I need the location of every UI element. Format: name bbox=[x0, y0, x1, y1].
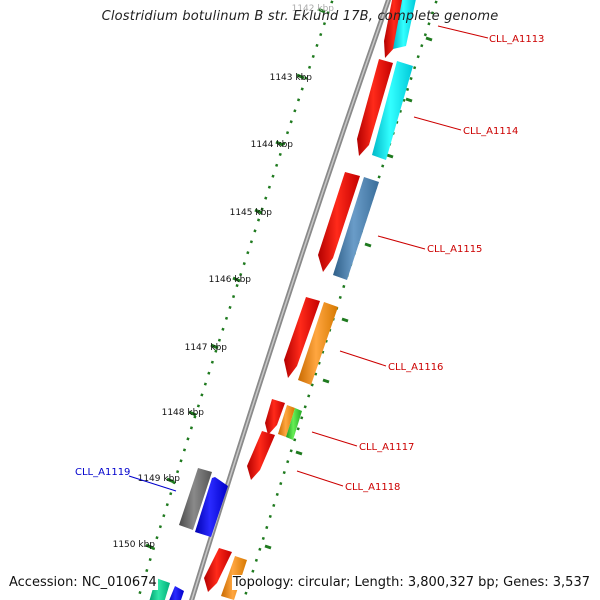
leader-line bbox=[413, 116, 462, 131]
accession-label: Accession: NC_010674 bbox=[8, 575, 158, 590]
gene-arrow-cll-a1119[interactable] bbox=[195, 477, 228, 537]
colored-gene-arrows bbox=[221, 0, 416, 600]
tick-label: 1150 kbp bbox=[113, 540, 156, 550]
tick-label: 1147 kbp bbox=[185, 343, 228, 353]
gene-label-cll-a1118[interactable]: CLL_A1118 bbox=[345, 482, 400, 493]
tick-labels: 1142 kbp 1143 kbp 1144 kbp 1145 kbp 1146… bbox=[113, 4, 335, 550]
tick-label: 1144 kbp bbox=[251, 140, 294, 150]
gene-arrow-cll-a1114[interactable] bbox=[372, 61, 413, 160]
leader-line bbox=[296, 470, 344, 487]
tick-label: 1143 kbp bbox=[270, 73, 313, 83]
gene-label-cll-a1117[interactable]: CLL_A1117 bbox=[359, 442, 414, 453]
gene-arrow-cll-a1118-red[interactable] bbox=[247, 431, 275, 480]
leader-line bbox=[377, 235, 426, 250]
gene-arrow-cll-a1116-red[interactable] bbox=[284, 297, 320, 378]
gene-label-cll-a1119[interactable]: CLL_A1119 bbox=[75, 467, 130, 478]
gene-arrow-cll-a1113[interactable] bbox=[393, 0, 416, 49]
gene-arrow-cll-a1115-red[interactable] bbox=[318, 172, 360, 272]
gene-label-cll-a1115[interactable]: CLL_A1115 bbox=[427, 244, 482, 255]
leader-line bbox=[128, 475, 177, 492]
gene-arrow-cll-a1118[interactable] bbox=[286, 408, 302, 440]
leader-line bbox=[437, 25, 489, 39]
gene-label-cll-a1114[interactable]: CLL_A1114 bbox=[463, 126, 518, 137]
gene-arrow-cll-a1117-red[interactable] bbox=[265, 399, 285, 435]
gene-arrow-lower-blue[interactable] bbox=[168, 586, 184, 600]
outer-tick-marks bbox=[264, 36, 433, 550]
gene-arrow-cll-a1116[interactable] bbox=[298, 302, 338, 385]
leader-line bbox=[311, 431, 358, 447]
gene-arrow-cll-a1115[interactable] bbox=[333, 177, 379, 280]
gene-label-cll-a1113[interactable]: CLL_A1113 bbox=[489, 34, 544, 45]
gene-arrow-gray[interactable] bbox=[179, 468, 212, 530]
tick-label: 1148 kbp bbox=[162, 408, 205, 418]
gene-arrow-cll-a1117[interactable] bbox=[278, 405, 295, 437]
tick-label: 1145 kbp bbox=[230, 208, 273, 218]
tick-label: 1142 kbp bbox=[292, 4, 335, 14]
leader-line bbox=[339, 350, 387, 367]
tick-marks bbox=[145, 7, 326, 550]
gene-labels: CLL_A1113 CLL_A1114 CLL_A1115 CLL_A1116 … bbox=[75, 25, 544, 493]
tick-label: 1146 kbp bbox=[209, 275, 252, 285]
outer-scale-track bbox=[242, 0, 439, 600]
gene-arrow-lower-red[interactable] bbox=[204, 548, 232, 592]
gene-arrow-cll-a1114-red[interactable] bbox=[357, 59, 393, 156]
gene-label-cll-a1116[interactable]: CLL_A1116 bbox=[388, 362, 443, 373]
tick-label: 1149 kbp bbox=[138, 474, 181, 484]
genome-title: Clostridium botulinum B str. Eklund 17B,… bbox=[101, 9, 499, 24]
topology-label: Topology: circular; Length: 3,800,327 bp… bbox=[231, 575, 591, 590]
